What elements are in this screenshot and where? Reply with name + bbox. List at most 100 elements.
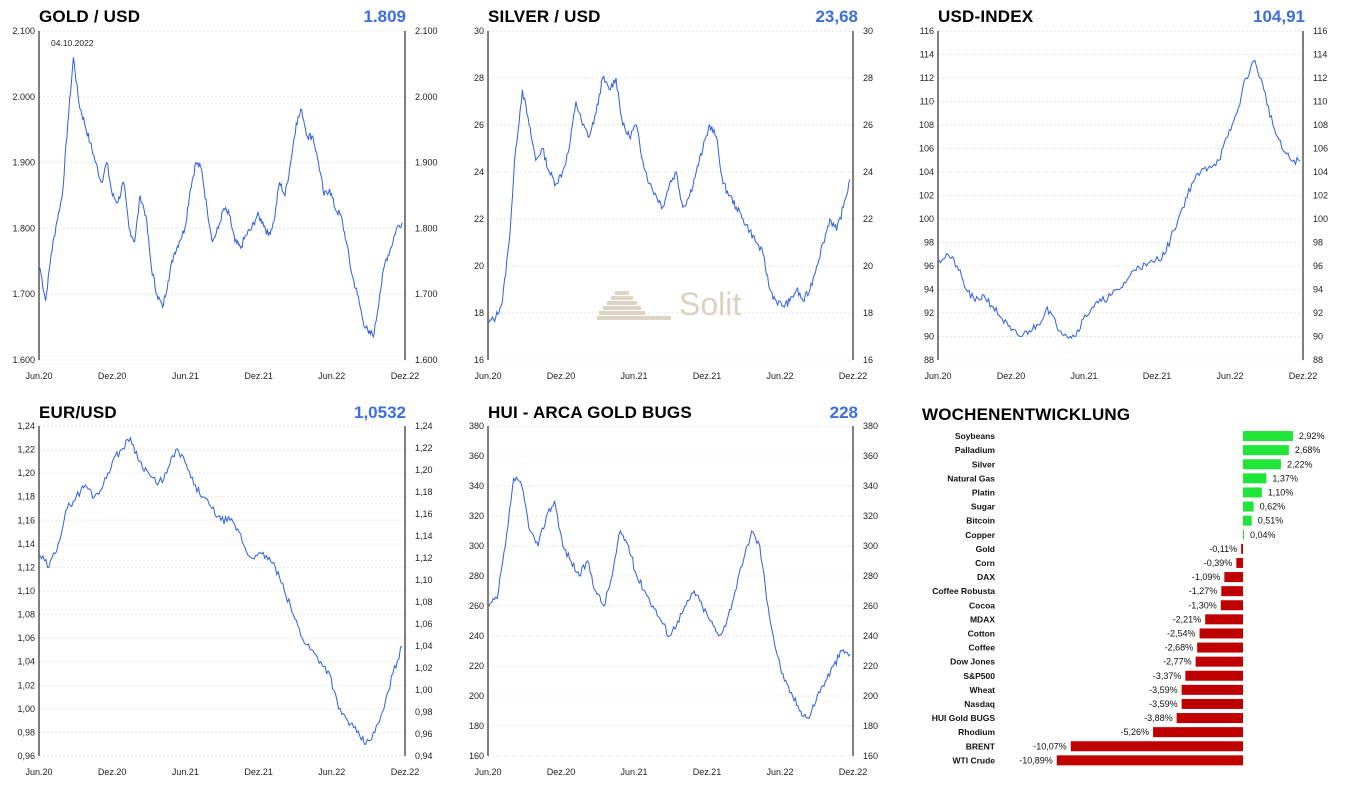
y-tick-label-right: 240 xyxy=(863,631,878,641)
x-tick-label: Jun.20 xyxy=(924,371,951,381)
y-tick-label-left: 320 xyxy=(469,511,484,521)
y-tick-label-left: 20 xyxy=(474,261,484,271)
y-tick-label-left: 1,22 xyxy=(17,445,35,455)
y-tick-label-right: 24 xyxy=(863,167,873,177)
bar-value-label: -0,11% xyxy=(1209,544,1237,554)
y-tick-label-left: 110 xyxy=(920,97,934,107)
y-tick-label-left: 380 xyxy=(469,421,484,431)
y-tick-label-right: 0,94 xyxy=(415,751,433,761)
y-tick-label-left: 24 xyxy=(474,167,484,177)
x-tick-label: Jun.20 xyxy=(474,767,501,777)
x-tick-label: Dez.22 xyxy=(839,767,868,777)
bar xyxy=(1205,614,1243,625)
y-tick-label-right: 260 xyxy=(863,601,878,611)
y-tick-label-left: 22 xyxy=(474,214,484,224)
solit-logo: Solit xyxy=(597,283,757,327)
bar-value-label: 2,68% xyxy=(1295,445,1321,455)
y-tick-label-left: 112 xyxy=(920,73,934,83)
y-tick-label-left: 26 xyxy=(474,120,484,130)
y-tick-label-left: 0,98 xyxy=(17,727,35,737)
y-tick-label-right: 94 xyxy=(1313,285,1323,295)
bar-value-label: -1,09% xyxy=(1192,572,1221,582)
usd-chart: 88 90 92 94 96 98 100 102 104 106 108 110 112 114 116 8… xyxy=(919,26,1328,381)
y-tick-label-left: 1.700 xyxy=(12,289,35,299)
y-tick-label-left: 90 xyxy=(924,332,934,342)
y-tick-label-left: 360 xyxy=(469,451,484,461)
series-line xyxy=(39,57,403,339)
y-tick-label-right: 90 xyxy=(1313,332,1323,342)
bar xyxy=(1181,684,1243,695)
y-tick-label-left: 0,96 xyxy=(17,751,35,761)
bar-category-label: Corn xyxy=(975,558,995,568)
series-line xyxy=(39,436,403,745)
x-tick-label: Dez.20 xyxy=(98,767,127,777)
bar-value-label: -3,88% xyxy=(1144,713,1173,723)
y-tick-label-right: 92 xyxy=(1313,308,1323,318)
solit-logo-icon: Solit xyxy=(597,286,741,322)
x-tick-label: Dez.22 xyxy=(391,371,420,381)
y-tick-label-left: 104 xyxy=(919,167,934,177)
y-tick-label-right: 2.100 xyxy=(415,26,438,36)
bar xyxy=(1224,572,1243,583)
bar-category-label: Sugar xyxy=(971,502,996,512)
y-tick-label-right: 300 xyxy=(863,541,878,551)
y-tick-label-left: 1.800 xyxy=(12,223,35,233)
y-tick-label-left: 240 xyxy=(469,631,484,641)
x-tick-label: Dez.20 xyxy=(997,371,1026,381)
x-tick-label: Jun.22 xyxy=(1216,371,1243,381)
bar xyxy=(1243,501,1254,512)
bar-category-label: Copper xyxy=(965,530,995,540)
usd-value: 104,91 xyxy=(1253,7,1305,26)
y-tick-label-left: 1,06 xyxy=(17,633,35,643)
bar xyxy=(1243,459,1281,470)
y-tick-label-left: 1,14 xyxy=(17,539,35,549)
y-tick-label-right: 1,18 xyxy=(415,487,433,497)
y-tick-label-left: 106 xyxy=(919,144,934,154)
silver-value: 23,68 xyxy=(815,7,858,26)
x-tick-label: Jun.21 xyxy=(620,371,647,381)
x-tick-label: Dez.21 xyxy=(244,371,273,381)
y-tick-label-left: 1,20 xyxy=(17,468,35,478)
y-tick-label-right: 16 xyxy=(863,355,873,365)
y-tick-label-left: 98 xyxy=(924,238,934,248)
bar-value-label: -1,27% xyxy=(1189,586,1218,596)
bar xyxy=(1243,445,1289,456)
bar-category-label: Soybeans xyxy=(955,431,995,441)
bar-value-label: -2,77% xyxy=(1163,657,1192,667)
x-tick-label: Jun.22 xyxy=(766,767,793,777)
y-tick-label-right: 1,24 xyxy=(415,421,433,431)
silver-chart: 16 18 20 22 24 26 28 30 16 18 20 22 24 26 28 30 Jun.20 De… xyxy=(474,26,873,381)
silver-title: SILVER / USD xyxy=(488,7,601,26)
y-tick-label-left: 18 xyxy=(474,308,484,318)
y-tick-label-left: 1,12 xyxy=(17,562,35,572)
bar-category-label: BRENT xyxy=(966,741,996,751)
chart-annotation: 04.10.2022 xyxy=(51,38,94,48)
y-tick-label-right: 1,02 xyxy=(415,663,433,673)
bar-category-label: Silver xyxy=(972,459,996,469)
y-tick-label-right: 160 xyxy=(863,751,878,761)
bar xyxy=(1243,487,1262,498)
y-tick-label-right: 116 xyxy=(1313,26,1327,36)
y-tick-label-left: 160 xyxy=(469,751,484,761)
bar-value-label: 2,22% xyxy=(1287,459,1313,469)
y-tick-label-right: 18 xyxy=(863,308,873,318)
hui-title: HUI - ARCA GOLD BUGS xyxy=(488,403,692,422)
bar-value-label: -0,39% xyxy=(1204,558,1233,568)
bar xyxy=(1153,727,1243,738)
bar-value-label: -1,30% xyxy=(1188,600,1217,610)
bar xyxy=(1221,586,1243,597)
y-tick-label-left: 2.000 xyxy=(12,92,35,102)
y-tick-label-right: 1,16 xyxy=(415,509,433,519)
series-line xyxy=(488,75,851,323)
y-tick-label-right: 180 xyxy=(863,721,878,731)
x-tick-label: Jun.20 xyxy=(25,767,52,777)
x-tick-label: Jun.22 xyxy=(766,371,793,381)
bar xyxy=(1243,431,1293,442)
y-tick-label-right: 114 xyxy=(1313,50,1327,60)
hui-value: 228 xyxy=(829,403,858,422)
y-tick-label-right: 360 xyxy=(863,451,878,461)
y-tick-label-left: 1,04 xyxy=(17,657,35,667)
y-tick-label-left: 340 xyxy=(469,481,484,491)
bar-category-label: DAX xyxy=(977,572,995,582)
bar xyxy=(1195,656,1243,667)
